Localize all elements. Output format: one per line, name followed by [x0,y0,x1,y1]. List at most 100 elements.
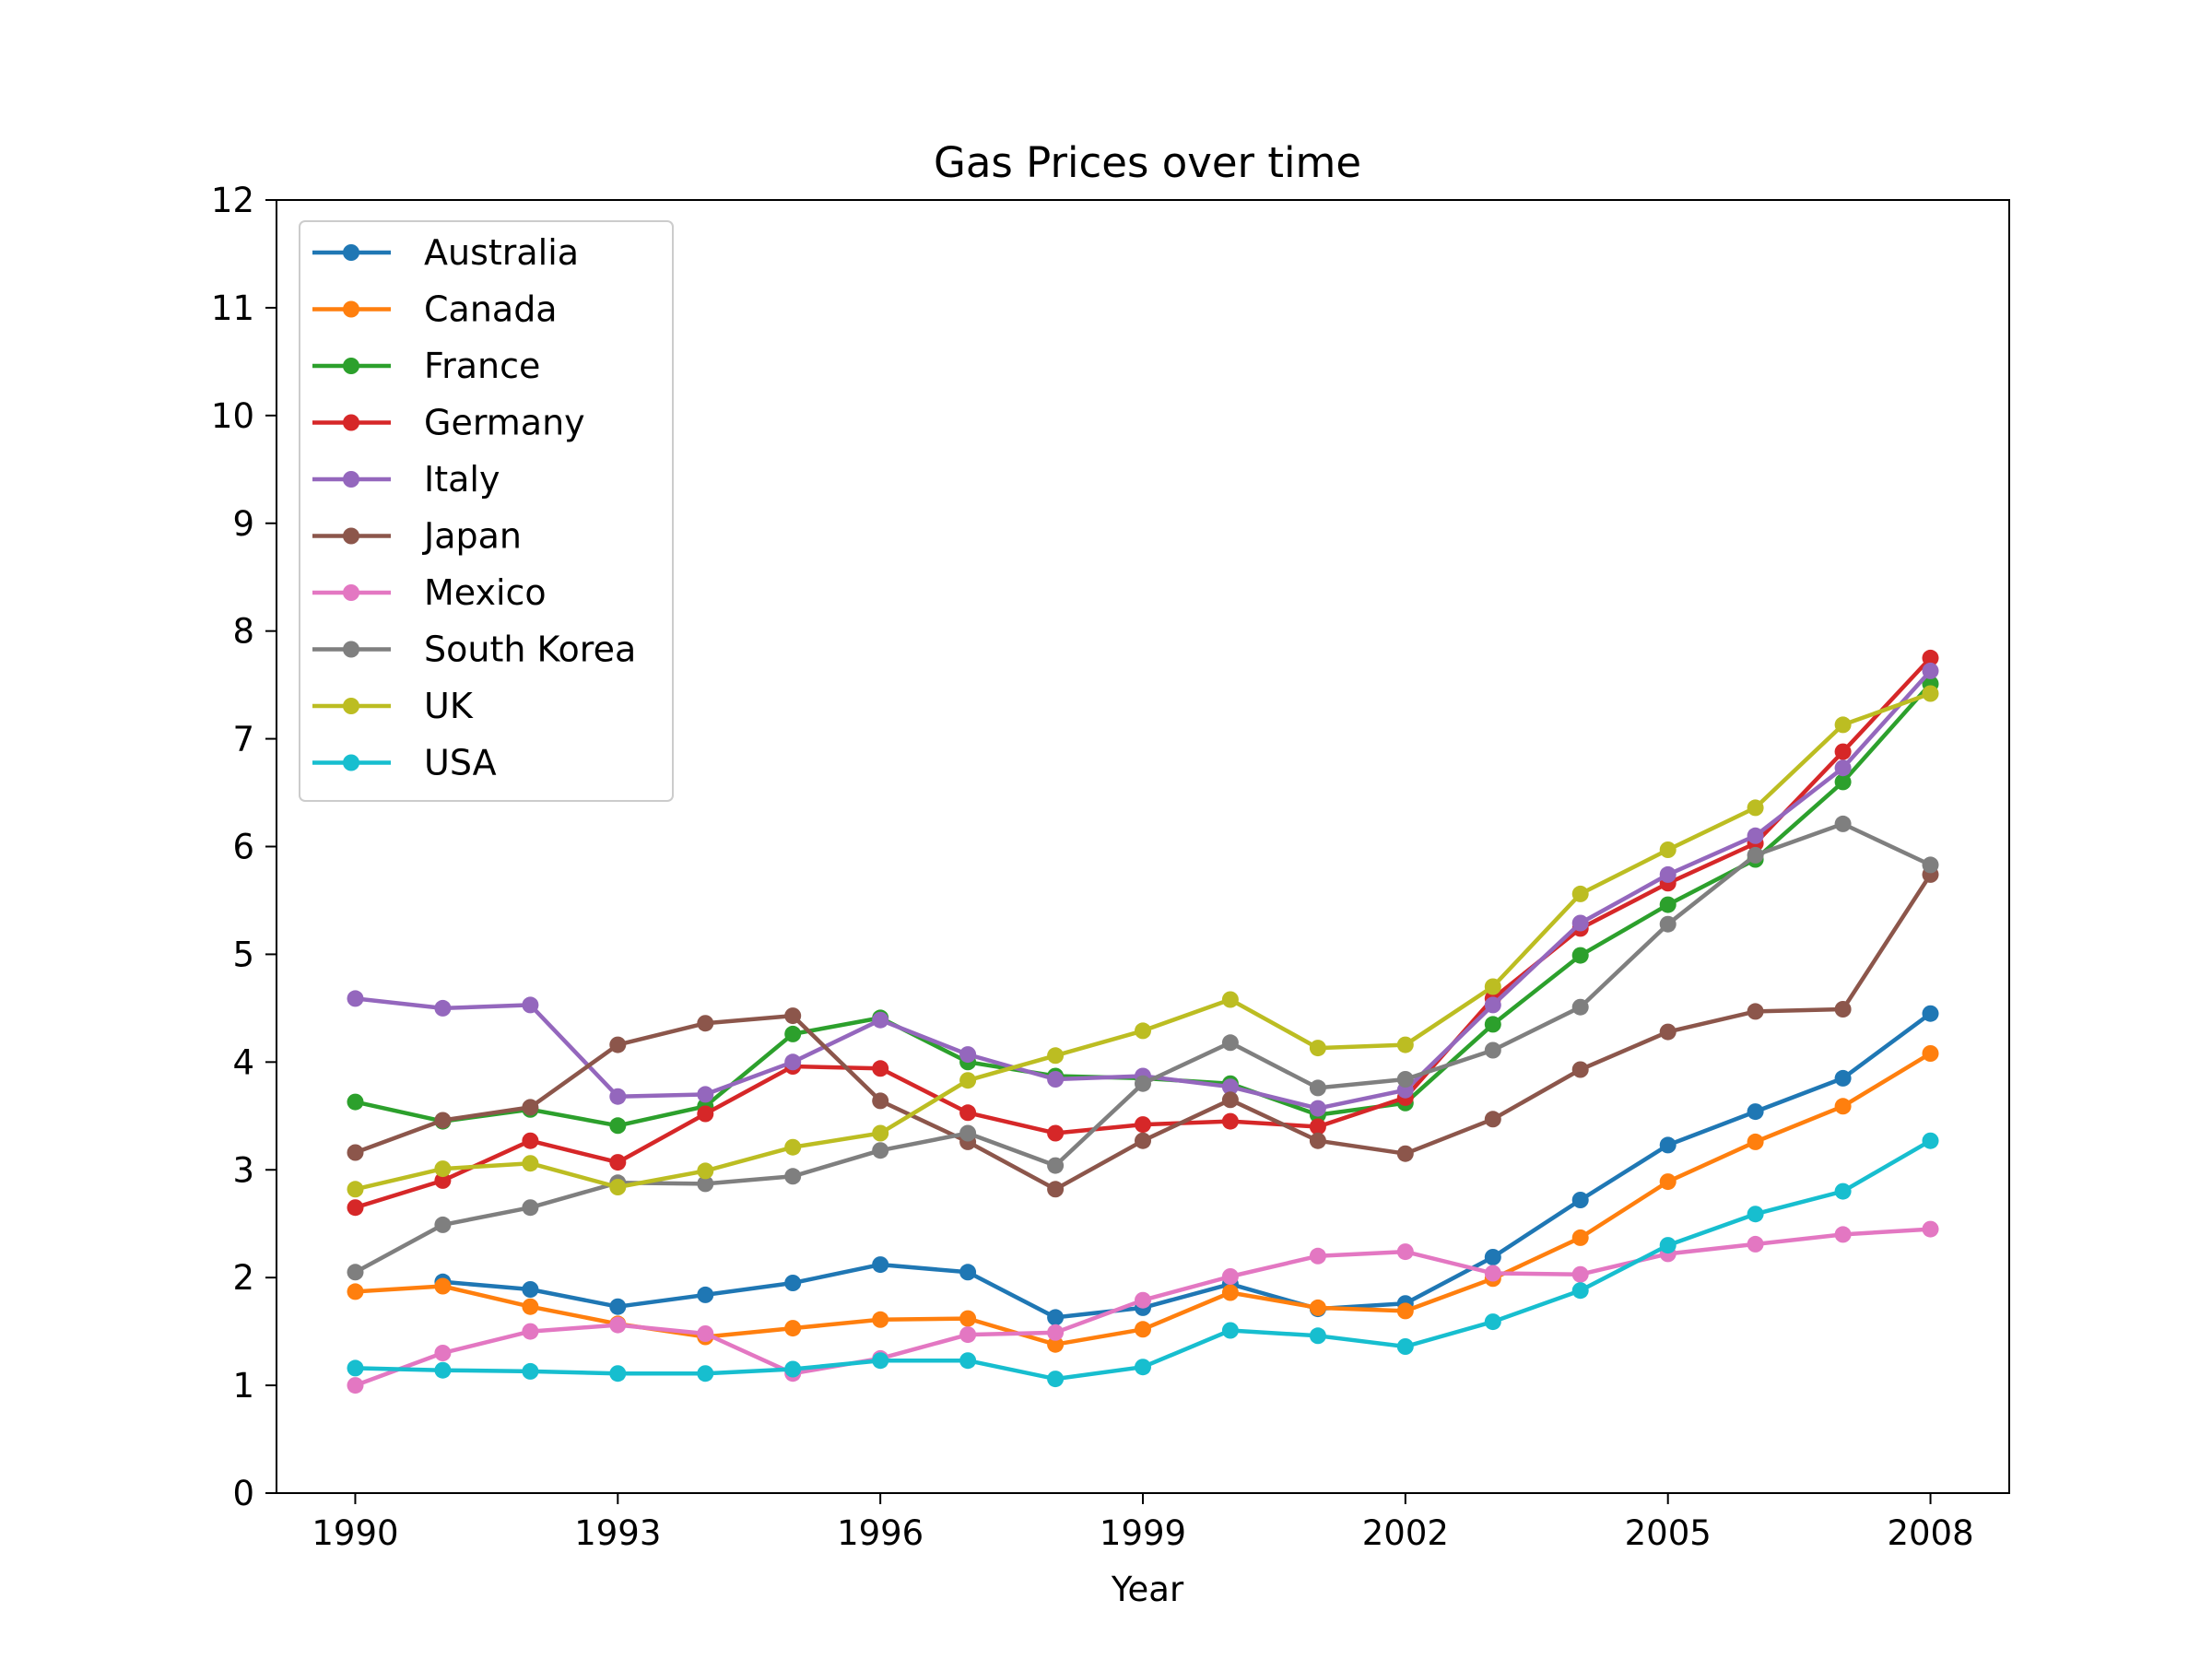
data-point-australia [1047,1309,1065,1326]
data-point-japan [1659,1023,1677,1041]
data-point-south-korea [784,1168,802,1185]
data-point-mexico [1571,1265,1589,1283]
legend-item-germany: Germany [312,403,585,443]
data-point-france [1571,947,1589,964]
legend-label: Australia [424,232,579,273]
data-point-japan [1396,1145,1414,1162]
y-tick-label: 6 [232,828,254,867]
data-point-australia [1484,1249,1501,1265]
legend-swatch-marker [343,471,359,488]
data-point-uk [522,1155,539,1172]
data-point-italy [697,1086,714,1103]
x-tick-label: 1999 [1100,1513,1186,1553]
legend-item-uk: UK [312,686,474,726]
data-point-italy [347,990,364,1007]
legend-label: Germany [424,403,585,443]
series-usa [347,1132,1939,1388]
data-point-japan [522,1099,539,1116]
data-point-australia [1747,1103,1764,1121]
data-point-uk [1309,1040,1326,1057]
data-point-canada [1135,1321,1151,1338]
data-point-italy [1922,662,1939,679]
legend-label: USA [424,743,497,783]
x-tick-label: 2002 [1362,1513,1449,1553]
data-point-japan [434,1112,452,1129]
data-point-italy [1659,865,1677,883]
data-point-germany [347,1199,364,1217]
data-point-australia [697,1286,714,1303]
data-point-france [347,1093,364,1111]
data-point-japan [872,1092,889,1110]
x-axis-label: Year [1111,1570,1184,1609]
data-point-mexico [1047,1324,1065,1341]
data-point-italy [1309,1100,1326,1117]
data-point-germany [1922,649,1939,666]
data-point-mexico [347,1377,364,1394]
data-point-australia [1659,1136,1677,1154]
data-point-uk [1747,799,1764,817]
data-point-italy [959,1046,977,1064]
data-point-australia [1834,1069,1852,1087]
data-point-south-korea [1396,1071,1414,1088]
data-point-south-korea [434,1216,452,1233]
legend-swatch-marker [343,244,359,261]
legend: Australia Canada France Germany Italy Japan Me… [299,220,674,802]
data-point-mexico [1135,1291,1151,1309]
data-point-uk [1922,685,1939,702]
data-point-mexico [1396,1243,1414,1261]
data-point-japan [1047,1181,1065,1198]
data-point-south-korea [1135,1075,1151,1092]
data-point-uk [1047,1047,1065,1065]
legend-item-mexico: Mexico [312,572,547,613]
legend-item-south-korea: South Korea [312,629,636,670]
data-point-canada [1047,1335,1065,1353]
data-point-canada [1747,1133,1764,1150]
data-point-australia [784,1275,802,1291]
data-point-mexico [522,1323,539,1340]
data-point-south-korea [1659,915,1677,933]
legend-label: Italy [424,459,500,500]
x-tick-label: 1996 [837,1513,924,1553]
data-point-usa [872,1352,889,1370]
legend-swatch-marker [343,641,359,658]
data-point-usa [697,1365,714,1382]
y-tick-label: 7 [232,720,254,759]
data-point-uk [1571,885,1589,902]
data-point-italy [1047,1071,1065,1088]
data-point-japan [697,1015,714,1032]
data-point-canada [1221,1284,1239,1301]
legend-label: France [424,346,540,386]
data-point-australia [609,1298,627,1315]
data-point-usa [609,1365,627,1382]
data-point-uk [434,1160,452,1178]
data-point-canada [1922,1045,1939,1062]
data-point-uk [609,1179,627,1195]
data-point-south-korea [1834,815,1852,832]
data-point-italy [1747,827,1764,844]
data-point-uk [347,1181,364,1198]
legend-label: Mexico [424,572,547,613]
data-point-mexico [1922,1220,1939,1238]
x-tick-label: 1990 [312,1513,398,1553]
data-point-uk [697,1162,714,1180]
legend-label: Canada [424,289,558,330]
data-point-uk [1659,841,1677,858]
data-point-germany [434,1171,452,1189]
x-tick-label: 2005 [1625,1513,1712,1553]
data-point-south-korea [1309,1079,1326,1097]
data-point-japan [1135,1132,1151,1149]
legend-item-australia: Australia [312,232,579,273]
data-point-uk [1396,1036,1414,1053]
data-point-japan [1309,1132,1326,1149]
series-layer [347,649,1939,1394]
data-point-south-korea [697,1175,714,1193]
y-tick-label: 9 [232,504,254,544]
data-point-germany [1135,1116,1151,1134]
data-point-italy [872,1011,889,1029]
data-point-uk [872,1124,889,1142]
data-point-germany [697,1105,714,1123]
data-point-south-korea [1221,1034,1239,1052]
data-point-mexico [434,1345,452,1361]
data-point-canada [959,1310,977,1327]
data-point-australia [1922,1005,1939,1022]
